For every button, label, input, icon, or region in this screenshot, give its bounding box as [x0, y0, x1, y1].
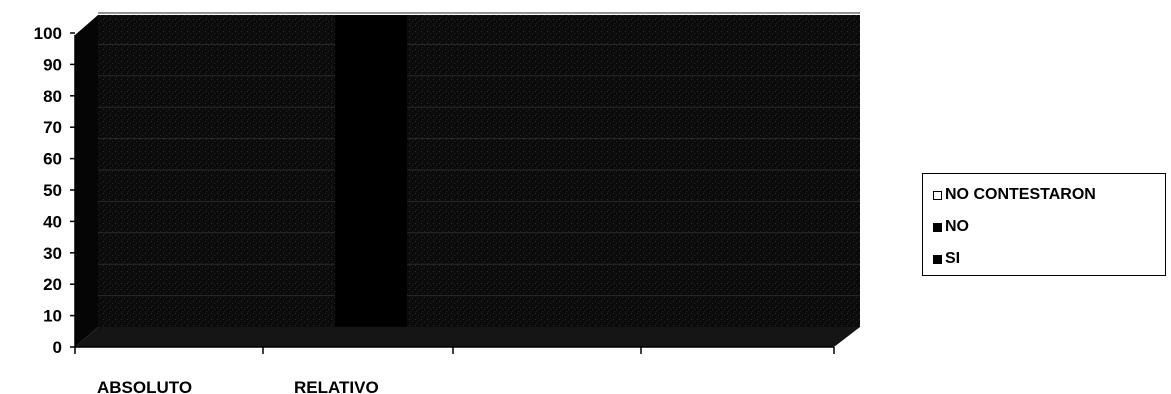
y-tick-label: 10	[43, 307, 62, 326]
legend-label: NO CONTESTARON	[945, 186, 1096, 203]
y-tick-label: 80	[43, 87, 62, 106]
legend-item-no-contestaron: NO CONTESTARON	[933, 186, 1096, 204]
legend-label: NO	[945, 218, 969, 235]
y-tick-label: 40	[43, 212, 62, 231]
y-tick-label: 30	[43, 244, 62, 263]
legend-swatch-no	[933, 222, 942, 232]
y-tick-label: 20	[43, 275, 62, 294]
legend-swatch-si	[933, 254, 942, 264]
gridlines	[98, 12, 860, 297]
y-tick-label: 70	[43, 118, 62, 137]
y-tick-label: 60	[43, 150, 62, 169]
legend-item-si: SI	[933, 250, 960, 268]
x-axis-ticks: ABSOLUTO RELATIVO	[74, 347, 835, 394]
y-tick-label: 90	[43, 55, 62, 74]
y-axis-ticks: 0 10 20 30 40 50 60 70 80 90 100	[34, 24, 75, 357]
legend: NO CONTESTARON NO SI	[922, 173, 1166, 276]
plot-side-wall	[75, 15, 98, 347]
x-category-label: RELATIVO	[294, 378, 379, 394]
legend-swatch-no-contestaron	[933, 190, 942, 200]
series-band-1	[335, 15, 407, 327]
x-category-label: ABSOLUTO	[97, 378, 192, 394]
bar-chart: 0 10 20 30 40 50 60 70 80 90 100 ABSOLUTO RELATIVO	[34, 12, 860, 394]
plot-back-wall	[98, 15, 860, 327]
legend-item-no: NO	[933, 218, 969, 236]
y-tick-label: 50	[43, 181, 62, 200]
plot-floor	[75, 327, 860, 347]
y-tick-label: 0	[53, 338, 62, 357]
legend-label: SI	[945, 250, 961, 267]
y-tick-label: 100	[34, 24, 62, 43]
